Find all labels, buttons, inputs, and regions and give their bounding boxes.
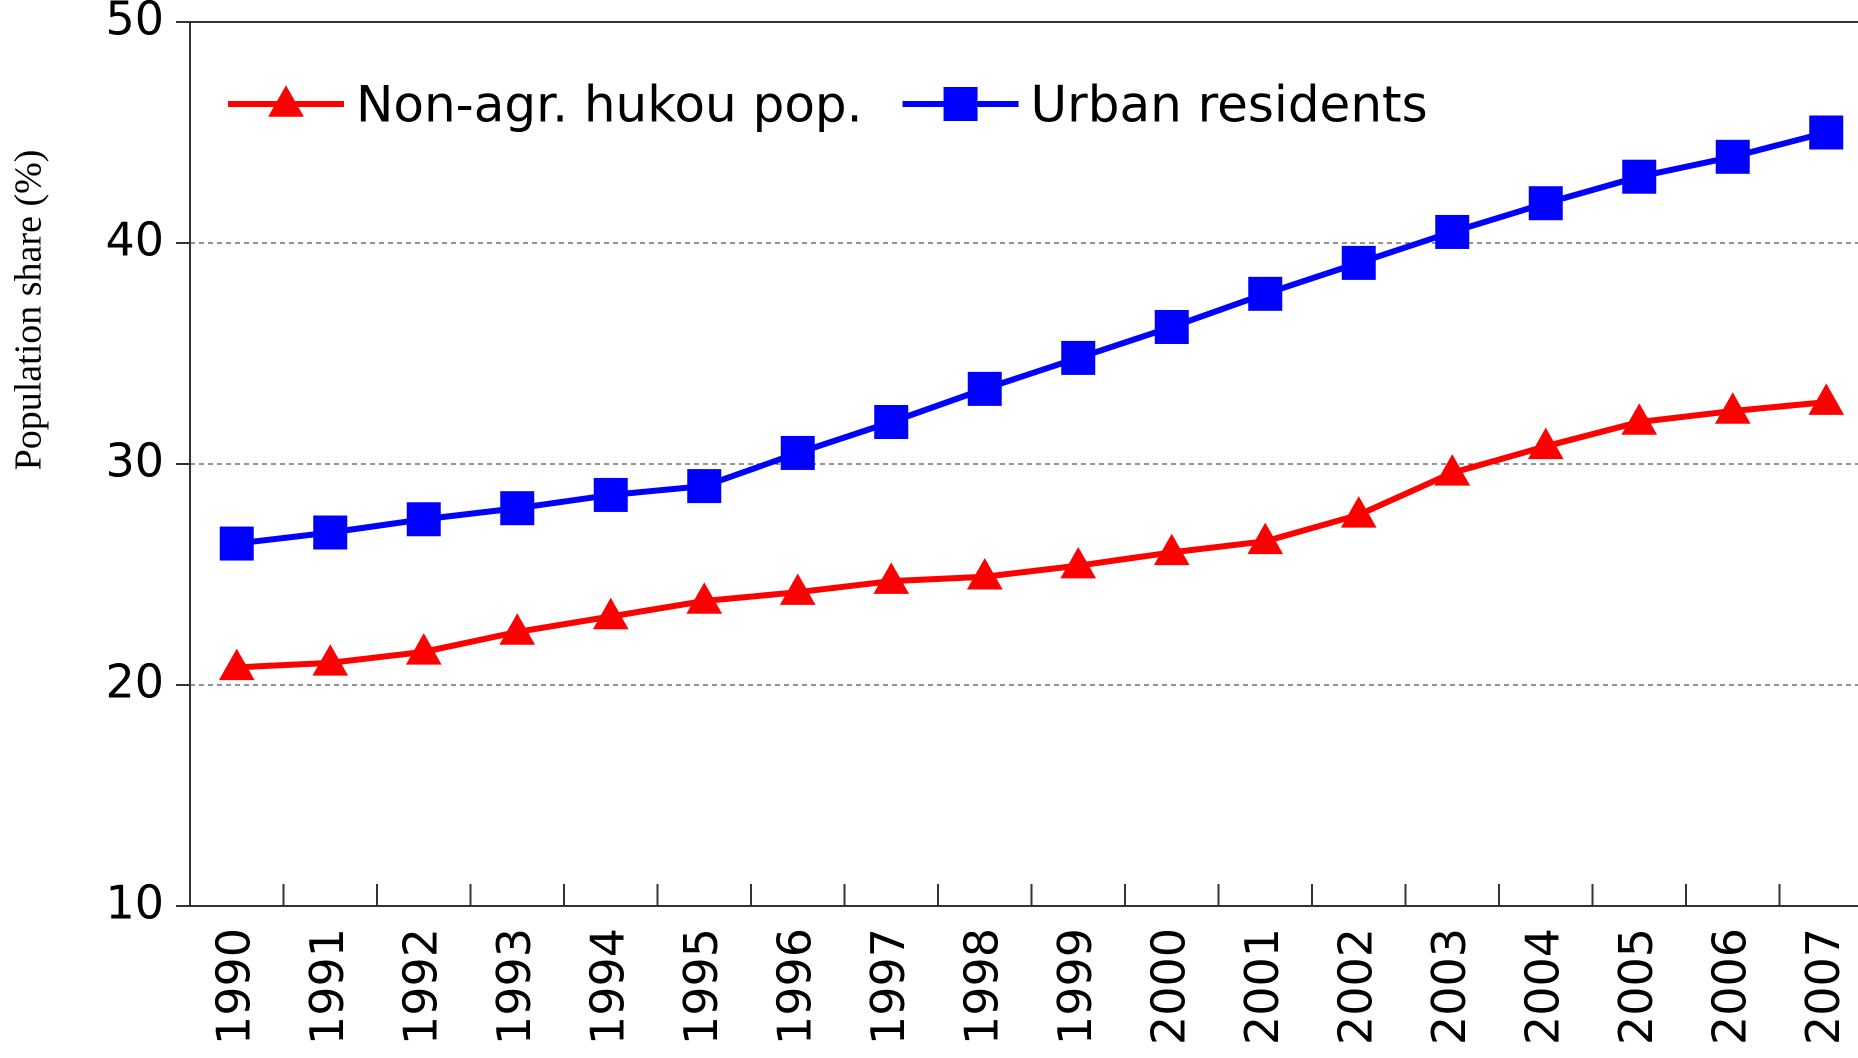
marker: [967, 371, 1002, 406]
marker: [686, 582, 723, 614]
marker: [1809, 115, 1844, 150]
marker: [313, 515, 348, 550]
marker: [780, 435, 815, 470]
x-tick-label: 2007: [1796, 928, 1850, 1045]
marker: [1714, 392, 1751, 424]
x-tick-label: 2002: [1328, 928, 1382, 1045]
x-tick-label: 2004: [1515, 928, 1569, 1045]
marker: [1248, 276, 1283, 311]
x-tick-label: 1999: [1048, 928, 1102, 1045]
marker: [1622, 159, 1657, 194]
series-line: [236, 129, 1828, 547]
y-tick-label: 20: [105, 655, 164, 709]
marker: [943, 87, 978, 121]
marker: [592, 597, 629, 630]
marker: [1341, 245, 1376, 280]
x-tick-label: 1996: [767, 928, 821, 1045]
x-tick-label: 1994: [580, 928, 634, 1045]
x-tick-label: 1997: [861, 928, 915, 1045]
x-tick-label: 1995: [674, 928, 728, 1045]
marker: [219, 526, 254, 561]
marker: [593, 477, 628, 512]
x-tick-label: 2006: [1702, 928, 1756, 1045]
marker: [1527, 427, 1564, 460]
marker: [1435, 214, 1470, 249]
marker: [1247, 522, 1284, 555]
marker: [1434, 454, 1471, 486]
series-line: [236, 399, 1827, 671]
y-tick-label: 50: [105, 0, 164, 46]
marker: [268, 85, 304, 117]
y-tick-label: 40: [105, 213, 164, 267]
marker: [966, 558, 1003, 590]
marker: [874, 405, 909, 440]
marker: [779, 573, 816, 605]
marker: [1340, 496, 1377, 528]
x-tick-label: 2005: [1609, 928, 1663, 1045]
legend-label: Urban residents: [1031, 76, 1428, 134]
marker: [218, 648, 255, 681]
marker: [1060, 546, 1097, 579]
y-tick-label: 10: [105, 876, 164, 930]
marker: [687, 469, 722, 504]
marker: [873, 562, 910, 594]
x-tick-label: 2000: [1141, 928, 1195, 1045]
y-axis-label: Population share (%): [8, 150, 50, 471]
marker: [406, 502, 441, 537]
marker: [499, 613, 536, 645]
legend-label: Non-agr. hukou pop.: [356, 76, 863, 134]
marker: [1621, 403, 1658, 435]
x-tick-label: 1993: [487, 928, 541, 1045]
marker: [312, 644, 349, 676]
marker: [1153, 533, 1190, 566]
marker: [1154, 309, 1189, 344]
x-tick-label: 1992: [393, 928, 447, 1045]
x-tick-label: 1990: [206, 928, 260, 1045]
x-tick-label: 1998: [954, 928, 1008, 1045]
marker: [1061, 340, 1096, 375]
marker: [1528, 186, 1563, 221]
marker: [1808, 383, 1845, 415]
x-tick-label: 1991: [300, 928, 354, 1045]
x-tick-label: 2001: [1235, 928, 1289, 1045]
marker: [405, 633, 442, 665]
y-tick-label: 30: [105, 434, 164, 488]
marker: [500, 491, 535, 526]
marker: [1715, 139, 1750, 174]
x-tick-label: 2003: [1422, 928, 1476, 1045]
